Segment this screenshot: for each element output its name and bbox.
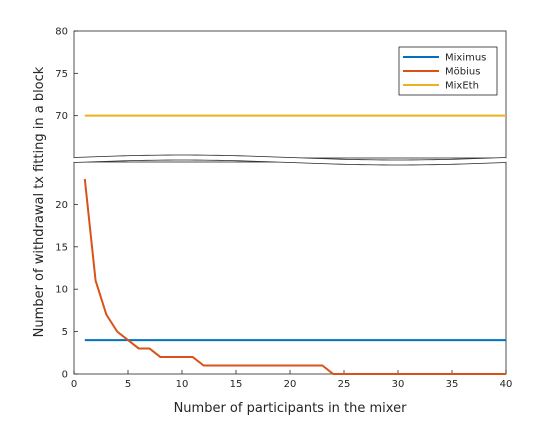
upper-y-tick-label: 70 <box>55 111 68 122</box>
series-line-mobius <box>83 178 506 375</box>
x-tick-label: 20 <box>284 379 297 390</box>
x-tick-label: 10 <box>176 379 189 390</box>
x-tick-label: 5 <box>125 379 131 390</box>
axis-break-band <box>74 155 506 165</box>
legend-label: Miximus <box>445 53 486 64</box>
x-tick-label: 35 <box>446 379 459 390</box>
x-axis-label: Number of participants in the mixer <box>174 401 408 416</box>
x-tick-label: 25 <box>338 379 351 390</box>
upper-y-tick-label: 80 <box>55 27 68 38</box>
lower-y-tick-label: 5 <box>62 327 68 338</box>
x-tick-label: 30 <box>392 379 405 390</box>
axis-break-layer <box>73 154 507 166</box>
axis-break-top-edge <box>73 154 507 161</box>
lower-y-tick-label: 0 <box>62 370 68 381</box>
axis-break-bottom-edge <box>73 159 507 166</box>
lower-plot-frame <box>73 161 507 375</box>
lower-y-tick-label: 15 <box>55 242 68 253</box>
x-tick-label: 40 <box>500 379 513 390</box>
legend-label: Möbius <box>445 67 480 78</box>
lower-y-tick-label: 20 <box>55 200 68 211</box>
x-tick-label: 15 <box>230 379 243 390</box>
upper-y-tick-label: 75 <box>55 69 68 80</box>
lower-y-tick-label: 10 <box>55 285 68 296</box>
series-layer <box>83 114 506 375</box>
tick-layer: 0 5 10 15 20 25 30 35 40 70 75 80 0 5 10 15 20 <box>55 27 512 391</box>
y-axis-label: Number of withdrawal tx fitting in a blo… <box>32 66 47 337</box>
x-tick-label: 0 <box>71 379 77 390</box>
legend: Miximus Möbius MixEth <box>398 46 498 96</box>
legend-label: MixEth <box>445 81 479 92</box>
